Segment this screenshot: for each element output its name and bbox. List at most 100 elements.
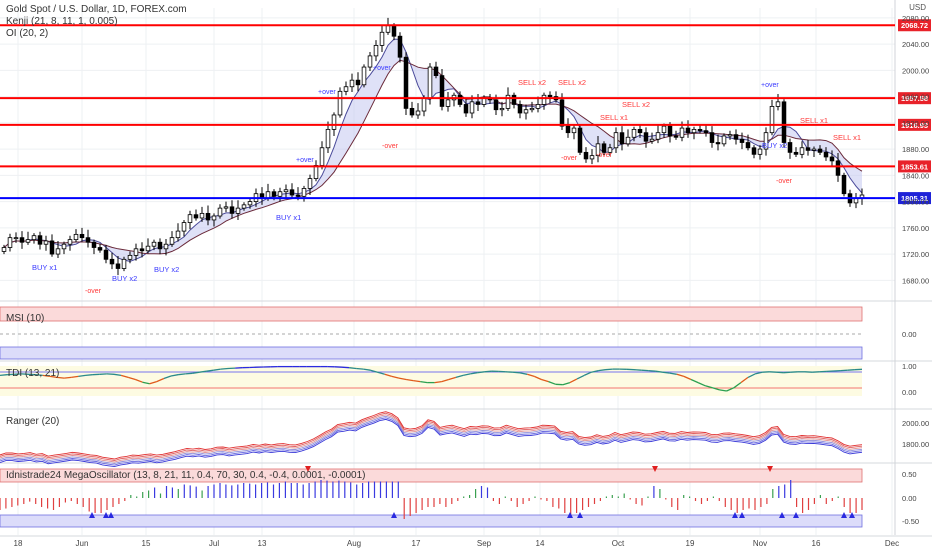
candle bbox=[632, 129, 636, 137]
tdi-line-segment bbox=[634, 370, 641, 371]
candle bbox=[656, 133, 660, 140]
candle bbox=[830, 157, 834, 161]
candle bbox=[566, 126, 570, 133]
candle bbox=[770, 106, 774, 132]
candle bbox=[380, 32, 384, 45]
price-tick-6: 1920.00 bbox=[902, 119, 929, 128]
price-tick-7: 1960.00 bbox=[902, 93, 929, 102]
tdi-line-segment bbox=[784, 372, 791, 373]
oi-indicator-label[interactable]: OI (20, 2) bbox=[6, 28, 187, 40]
mega-tick-1: 0.00 bbox=[902, 494, 917, 503]
candle bbox=[782, 102, 786, 143]
symbol-title[interactable]: Gold Spot / U.S. Dollar, 1D, FOREX.com bbox=[6, 4, 187, 16]
tdi-label[interactable]: TDI (13, 21) bbox=[6, 368, 59, 380]
candle bbox=[542, 95, 546, 104]
candle bbox=[20, 238, 24, 243]
candle bbox=[164, 244, 168, 249]
candle bbox=[434, 67, 438, 76]
candle bbox=[536, 104, 540, 108]
candle bbox=[710, 133, 714, 143]
candle bbox=[224, 207, 228, 208]
tdi-line-segment bbox=[648, 371, 655, 372]
candle bbox=[218, 208, 222, 216]
candle bbox=[212, 216, 216, 220]
candle bbox=[104, 250, 108, 259]
candle bbox=[98, 248, 102, 251]
candle bbox=[698, 129, 702, 130]
candle bbox=[530, 108, 534, 109]
signal-label-9: SELL x1 bbox=[800, 116, 828, 125]
candle bbox=[620, 133, 624, 144]
price-tick-2: 1760.00 bbox=[902, 224, 929, 233]
candle bbox=[344, 87, 348, 92]
candle bbox=[638, 129, 642, 132]
candle bbox=[644, 133, 648, 142]
x-tick-4: 13 bbox=[258, 539, 267, 548]
msi-upper-zone bbox=[0, 307, 862, 321]
candle bbox=[818, 149, 822, 152]
candle bbox=[152, 242, 156, 246]
candle bbox=[746, 143, 750, 148]
tdi-line-segment bbox=[178, 374, 185, 375]
candle bbox=[86, 238, 90, 243]
candle bbox=[50, 241, 54, 254]
candle bbox=[116, 264, 120, 269]
candle bbox=[56, 249, 60, 254]
tdi-line-segment bbox=[663, 372, 670, 373]
x-tick-8: 14 bbox=[536, 539, 545, 548]
candle bbox=[776, 102, 780, 107]
candle bbox=[392, 26, 396, 36]
candle bbox=[74, 234, 78, 239]
candles-group bbox=[2, 18, 864, 275]
ranger-label[interactable]: Ranger (20) bbox=[6, 416, 59, 428]
candle bbox=[614, 133, 618, 148]
candle bbox=[206, 213, 210, 220]
candle bbox=[44, 241, 48, 244]
candle bbox=[326, 129, 330, 147]
candle bbox=[332, 115, 336, 129]
candle bbox=[410, 108, 414, 115]
candle bbox=[476, 102, 480, 105]
candle bbox=[284, 190, 288, 192]
tdi-line-segment bbox=[484, 371, 491, 372]
candle bbox=[464, 104, 468, 113]
signal-label-2: BUY x2 bbox=[154, 265, 179, 274]
over-annotation-6: +over bbox=[373, 65, 391, 72]
x-tick-3: Jul bbox=[209, 539, 219, 548]
tdi-line-segment bbox=[221, 369, 228, 370]
over-annotation-1: -over bbox=[382, 143, 399, 150]
candle bbox=[722, 136, 726, 144]
candle bbox=[578, 128, 582, 152]
candle bbox=[188, 215, 192, 223]
candle bbox=[800, 148, 804, 155]
over-annotation-8: +over bbox=[761, 82, 779, 89]
candle bbox=[548, 95, 552, 96]
candle bbox=[716, 143, 720, 144]
candle bbox=[842, 175, 846, 193]
x-tick-5: Aug bbox=[347, 539, 361, 548]
candle bbox=[272, 192, 276, 197]
x-tick-10: 19 bbox=[686, 539, 695, 548]
signal-label-8: BUY x2 bbox=[762, 141, 787, 150]
over-annotation-3: -over bbox=[596, 152, 613, 159]
mega-oscillator-label[interactable]: Idnistrade24 MegaOscillator (13, 8, 21, … bbox=[6, 470, 365, 482]
msi-label[interactable]: MSI (10) bbox=[6, 313, 44, 325]
candle bbox=[140, 249, 144, 251]
candle bbox=[242, 205, 246, 208]
over-annotation-2: -over bbox=[561, 155, 578, 162]
kenji-indicator-label[interactable]: Kenji (21, 8, 11, 1, 0.005) bbox=[6, 16, 187, 28]
level-tag-3: 1853.61 bbox=[901, 162, 928, 171]
price-tick-9: 2040.00 bbox=[902, 40, 929, 49]
over-annotation-0: -over bbox=[85, 288, 102, 295]
candle bbox=[512, 95, 516, 104]
tdi-line-segment bbox=[356, 369, 363, 370]
tdi-line-segment bbox=[606, 369, 613, 370]
candle bbox=[62, 244, 66, 249]
candle bbox=[14, 238, 18, 239]
candle bbox=[338, 91, 342, 115]
candle bbox=[362, 67, 366, 85]
candle bbox=[518, 104, 522, 113]
x-tick-11: Nov bbox=[753, 539, 767, 548]
